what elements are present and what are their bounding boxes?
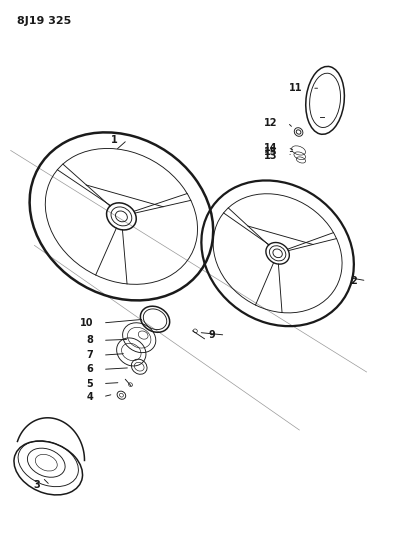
- Text: 9: 9: [209, 330, 215, 340]
- Text: 14: 14: [264, 143, 277, 153]
- Text: 8J19 325: 8J19 325: [16, 16, 71, 26]
- Text: 1: 1: [111, 135, 117, 145]
- Text: 7: 7: [86, 350, 93, 360]
- Text: 6: 6: [86, 365, 93, 374]
- Text: 5: 5: [86, 378, 93, 389]
- Text: 13: 13: [264, 151, 277, 161]
- Text: 8: 8: [86, 335, 93, 345]
- Text: 3: 3: [34, 480, 41, 490]
- Text: 2: 2: [350, 276, 357, 286]
- Text: 15: 15: [264, 147, 277, 157]
- Text: 10: 10: [79, 318, 93, 328]
- Text: 11: 11: [289, 83, 302, 93]
- Text: 12: 12: [264, 117, 277, 127]
- Text: 4: 4: [86, 392, 93, 402]
